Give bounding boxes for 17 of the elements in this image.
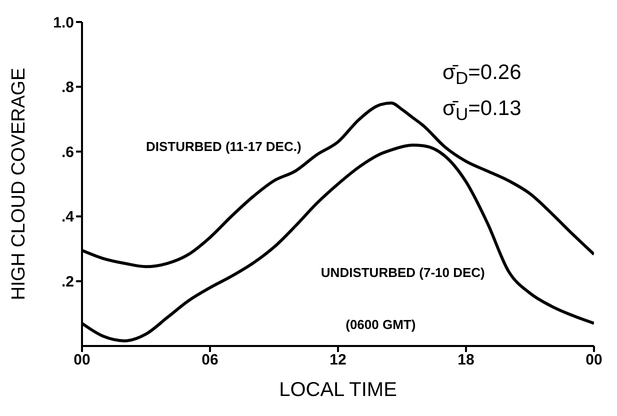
y-tick-label: .2 [61, 274, 74, 291]
series-label: UNDISTURBED (7-10 DEC) [320, 265, 485, 280]
annotation: (0600 GMT) [346, 316, 416, 332]
x-tick-label: 00 [586, 352, 602, 369]
y-tick-label: 1.0 [53, 14, 74, 32]
y-tick-label: .8 [61, 79, 74, 96]
y-tick-label: .4 [61, 208, 75, 226]
x-tick-label: 18 [458, 352, 474, 369]
x-axis-title: LOCAL TIME [279, 379, 397, 401]
y-tick-label: .6 [61, 144, 74, 161]
annotation: σ̄$_{U}$=0.13 [442, 96, 522, 124]
x-tick-label: 06 [202, 352, 218, 369]
x-tick-label: 00 [74, 352, 90, 369]
annotation: σ̄$_{D}$=0.26 [442, 60, 522, 88]
y-axis-title: HIGH CLOUD COVERAGE [8, 68, 30, 300]
series-label: DISTURBED (11-17 DEC.) [146, 138, 302, 154]
x-tick-label: 12 [330, 352, 346, 369]
